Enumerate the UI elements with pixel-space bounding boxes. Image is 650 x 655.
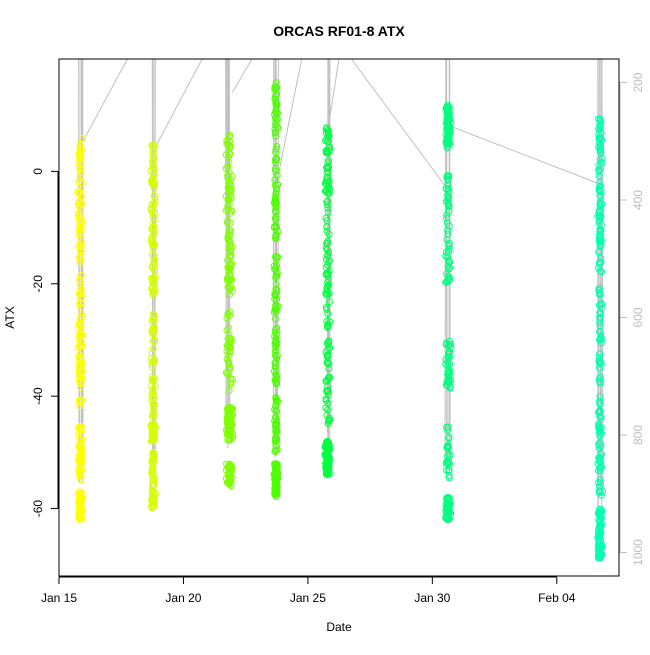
- x-tick-label: Jan 15: [41, 591, 77, 605]
- pressure-trace-segment: [351, 59, 446, 188]
- chart-title: ORCAS RF01-8 ATX: [273, 23, 405, 39]
- y-tick-label: -40: [31, 387, 45, 405]
- axes-layer: Jan 15 Jan 20 Jan 25 Jan 30 Feb 04 0 -20 -40 -60…: [31, 72, 645, 605]
- secondary-tick-label: 400: [631, 190, 645, 210]
- x-tick-label: Jan 30: [414, 591, 450, 605]
- secondary-tick-label: 1000: [631, 539, 645, 566]
- secondary-tick-label: 800: [631, 425, 645, 445]
- pressure-trace-line: [79, 59, 80, 482]
- x-tick-label: Jan 25: [290, 591, 326, 605]
- pressure-trace-segment: [82, 59, 128, 143]
- flight-series-rf06: [443, 102, 454, 523]
- pressure-trace-segment: [232, 59, 252, 93]
- y-tick-label: 0: [31, 168, 45, 175]
- secondary-tick-label: 200: [631, 72, 645, 92]
- plot-frame: [59, 59, 619, 576]
- flight-series-rf03: [223, 132, 236, 488]
- x-tick-label: Feb 04: [538, 591, 576, 605]
- y-tick-label: -20: [31, 275, 45, 293]
- flight-series-rf01: [75, 135, 86, 522]
- pressure-trace-segment: [154, 59, 202, 149]
- y-tick-label: -60: [31, 500, 45, 518]
- x-tick-label: Jan 20: [165, 591, 201, 605]
- pressure-trace-segment: [451, 126, 596, 182]
- flight-series-rf07: [595, 116, 606, 561]
- secondary-tick-label: 600: [631, 307, 645, 327]
- y-axis-label: ATX: [3, 306, 17, 328]
- x-axis-label: Date: [326, 620, 352, 634]
